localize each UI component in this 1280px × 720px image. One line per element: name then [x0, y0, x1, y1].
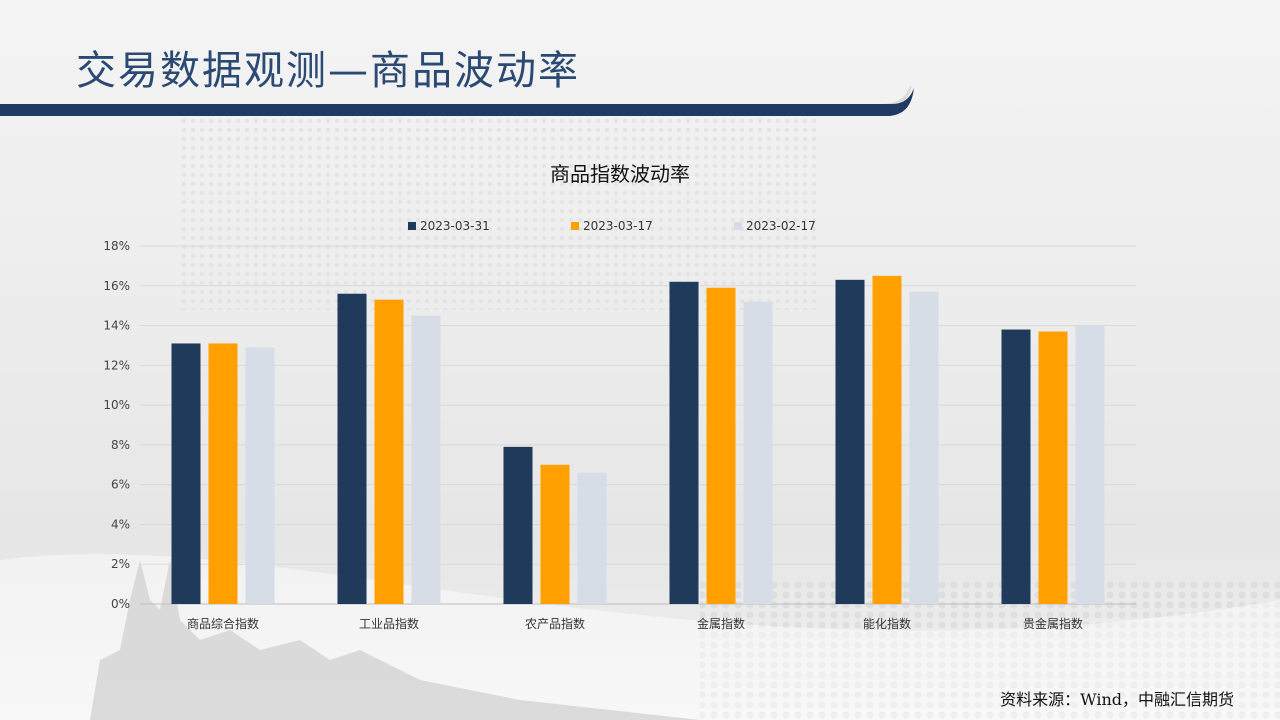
- bar-series-2-cat-2: [374, 299, 404, 604]
- x-tick-label: 贵金属指数: [1023, 616, 1083, 631]
- legend-swatch-series-3: [734, 222, 742, 230]
- legend-label-series-1: 2023-03-31: [420, 219, 490, 233]
- x-tick-label: 金属指数: [697, 616, 745, 631]
- bar-series-3-cat-6: [1075, 325, 1105, 604]
- bar-series-1-cat-4: [669, 281, 699, 604]
- bar-series-3-cat-3: [577, 472, 607, 604]
- y-tick-label: 18%: [103, 239, 130, 253]
- page-title: 交易数据观测—商品波动率: [76, 48, 580, 94]
- x-tick-label: 工业品指数: [359, 616, 419, 631]
- y-tick-label: 12%: [103, 358, 130, 372]
- y-tick-label: 8%: [111, 438, 130, 452]
- bar-series-2-cat-3: [540, 464, 570, 604]
- x-tick-label: 农产品指数: [525, 616, 585, 631]
- y-tick-label: 0%: [111, 597, 130, 611]
- y-tick-label: 4%: [111, 517, 130, 531]
- y-tick-label: 10%: [103, 398, 130, 412]
- bar-series-3-cat-2: [411, 315, 441, 604]
- legend-item-series-2: 2023-03-17: [571, 219, 653, 233]
- y-tick-label: 6%: [111, 478, 130, 492]
- legend-swatch-series-2: [571, 222, 579, 230]
- legend-swatch-series-1: [408, 222, 416, 230]
- y-tick-label: 16%: [103, 279, 130, 293]
- bar-series-1-cat-1: [171, 343, 201, 604]
- legend-item-series-3: 2023-02-17: [734, 219, 816, 233]
- y-tick-label: 14%: [103, 319, 130, 333]
- bar-series-1-cat-2: [337, 293, 367, 604]
- legend-label-series-2: 2023-03-17: [583, 219, 653, 233]
- source-note: 资料来源：Wind，中融汇信期货: [1000, 690, 1234, 709]
- x-tick-label: 能化指数: [863, 616, 911, 631]
- bar-series-2-cat-6: [1038, 331, 1068, 604]
- title-band: [0, 86, 914, 116]
- bar-series-1-cat-5: [835, 279, 865, 604]
- bar-series-2-cat-5: [872, 275, 902, 604]
- bar-series-3-cat-5: [909, 291, 939, 604]
- y-tick-label: 2%: [111, 557, 130, 571]
- bar-series-1-cat-6: [1001, 329, 1031, 604]
- bar-series-3-cat-4: [743, 301, 773, 604]
- legend-item-series-1: 2023-03-31: [408, 219, 490, 233]
- bar-series-1-cat-3: [503, 446, 533, 604]
- chart-title: 商品指数波动率: [550, 162, 690, 186]
- bar-series-3-cat-1: [245, 347, 275, 604]
- legend-label-series-3: 2023-02-17: [746, 219, 816, 233]
- bar-series-2-cat-1: [208, 343, 238, 604]
- x-tick-label: 商品综合指数: [187, 616, 259, 631]
- bar-series-2-cat-4: [706, 287, 736, 604]
